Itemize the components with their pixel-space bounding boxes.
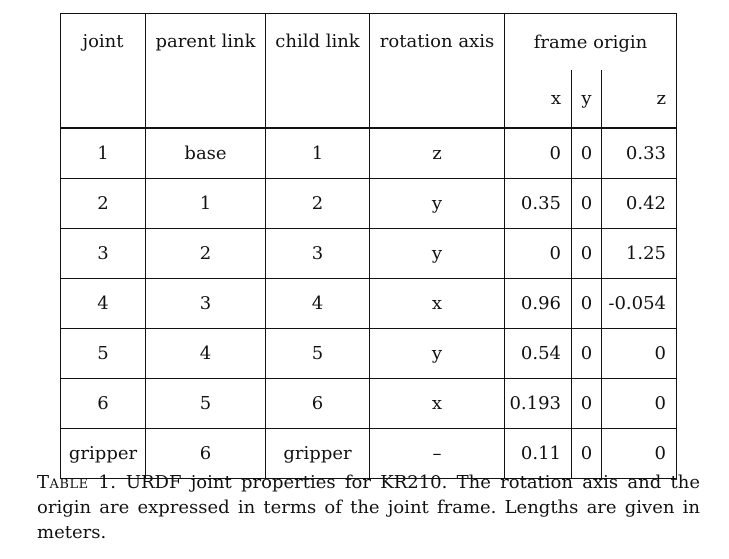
cell-origin-x: 0 — [504, 228, 572, 279]
cell-origin-z: 0 — [601, 378, 677, 429]
cell-parent-link: 2 — [145, 228, 266, 279]
cell-origin-z: 0.33 — [601, 127, 677, 179]
cell-rotation-axis: y — [369, 178, 505, 229]
table-row: 5 4 5 y 0.54 0 0 — [60, 328, 677, 379]
header-y: y — [571, 70, 602, 129]
cell-origin-y: 0 — [571, 178, 602, 229]
caption-text: URDF joint properties for KR210. The rot… — [37, 472, 700, 543]
table-caption: Table 1. URDF joint properties for KR210… — [37, 470, 700, 545]
cell-origin-y: 0 — [571, 328, 602, 379]
cell-parent-link: 1 — [145, 178, 266, 229]
cell-joint: 3 — [60, 228, 146, 279]
cell-child-link: 6 — [265, 378, 370, 429]
cell-origin-y: 0 — [571, 127, 602, 179]
cell-parent-link: 5 — [145, 378, 266, 429]
cell-rotation-axis: – — [369, 428, 505, 479]
cell-joint: 5 — [60, 328, 146, 379]
header-x: x — [504, 70, 572, 129]
cell-origin-z: -0.054 — [601, 278, 677, 329]
cell-origin-y: 0 — [571, 428, 602, 479]
cell-rotation-axis: y — [369, 328, 505, 379]
cell-origin-z: 0 — [601, 428, 677, 479]
urdf-joint-table-container: joint parent link child link rotation ax… — [60, 13, 677, 479]
cell-joint: 4 — [60, 278, 146, 329]
header-joint: joint — [60, 13, 146, 129]
table-row: gripper 6 gripper – 0.11 0 0 — [60, 428, 677, 479]
cell-rotation-axis: x — [369, 378, 505, 429]
header-frame-origin: frame origin — [504, 13, 677, 71]
cell-origin-z: 1.25 — [601, 228, 677, 279]
cell-child-link: 4 — [265, 278, 370, 329]
cell-child-link: 5 — [265, 328, 370, 379]
cell-origin-x: 0.96 — [504, 278, 572, 329]
header-rotation-axis: rotation axis — [369, 13, 505, 129]
cell-origin-z: 0.42 — [601, 178, 677, 229]
header-z: z — [601, 70, 677, 129]
cell-joint: 1 — [60, 127, 146, 179]
cell-origin-z: 0 — [601, 328, 677, 379]
cell-origin-x: 0.35 — [504, 178, 572, 229]
cell-parent-link: 6 — [145, 428, 266, 479]
table-row: 4 3 4 x 0.96 0 -0.054 — [60, 278, 677, 329]
header-parent-link: parent link — [145, 13, 266, 129]
cell-parent-link: 4 — [145, 328, 266, 379]
cell-joint: gripper — [60, 428, 146, 479]
cell-origin-x: 0 — [504, 127, 572, 179]
cell-rotation-axis: z — [369, 127, 505, 179]
cell-origin-y: 0 — [571, 228, 602, 279]
table-row: 2 1 2 y 0.35 0 0.42 — [60, 178, 677, 229]
cell-child-link: 2 — [265, 178, 370, 229]
table-row: 1 base 1 z 0 0 0.33 — [60, 127, 677, 179]
header-child-link: child link — [265, 13, 370, 129]
table-row: 3 2 3 y 0 0 1.25 — [60, 228, 677, 279]
cell-origin-y: 0 — [571, 378, 602, 429]
table-row: 6 5 6 x 0.193 0 0 — [60, 378, 677, 429]
caption-label: Table 1. — [37, 472, 117, 493]
cell-joint: 2 — [60, 178, 146, 229]
cell-parent-link: 3 — [145, 278, 266, 329]
cell-joint: 6 — [60, 378, 146, 429]
cell-origin-x: 0.193 — [504, 378, 572, 429]
cell-child-link: 3 — [265, 228, 370, 279]
cell-rotation-axis: y — [369, 228, 505, 279]
cell-child-link: 1 — [265, 127, 370, 179]
cell-parent-link: base — [145, 127, 266, 179]
urdf-joint-table: joint parent link child link rotation ax… — [60, 13, 677, 479]
cell-origin-x: 0.54 — [504, 328, 572, 379]
cell-origin-y: 0 — [571, 278, 602, 329]
cell-rotation-axis: x — [369, 278, 505, 329]
